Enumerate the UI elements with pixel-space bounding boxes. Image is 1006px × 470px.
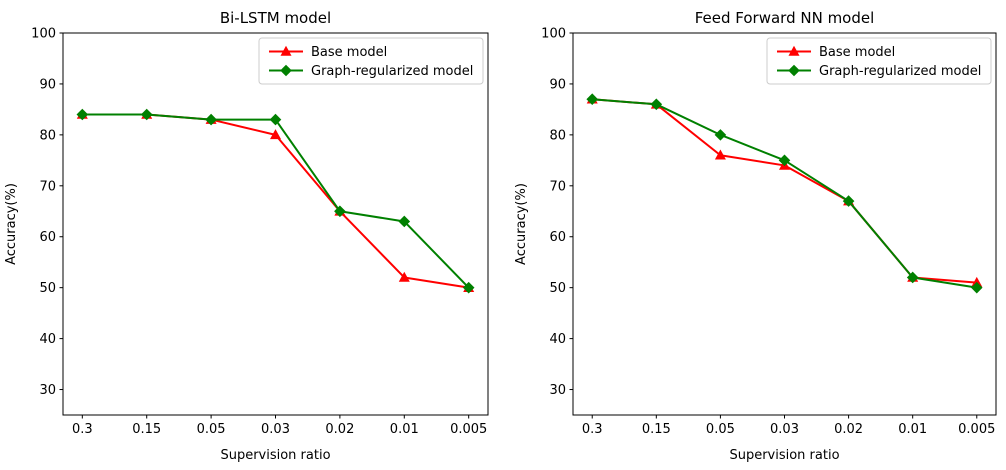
legend-label: Base model: [819, 45, 895, 60]
y-tick-label: 80: [549, 128, 566, 143]
y-tick-label: 30: [549, 383, 566, 398]
diamond-marker: [280, 64, 292, 77]
y-tick-label: 40: [39, 332, 56, 347]
y-tick-label: 70: [549, 179, 566, 194]
legend-frame: [258, 37, 484, 85]
series-line: [82, 113, 470, 289]
series-line: [592, 98, 977, 284]
x-tick-label: 0.05: [706, 422, 735, 437]
legend: Base model Graph-regularized model: [766, 37, 992, 85]
triangle-up-marker: [398, 271, 410, 282]
series-base-model: [76, 108, 475, 292]
legend: Base model Graph-regularized model: [258, 37, 484, 85]
triangle-up-marker: [714, 149, 726, 160]
diamond-marker: [788, 64, 800, 77]
y-tick-label: 60: [39, 230, 56, 245]
series-graph-regularized-model: [586, 93, 983, 294]
y-tick-label: 80: [39, 128, 56, 143]
y-tick-label: 50: [39, 281, 56, 296]
x-tick-label: 0.02: [834, 422, 863, 437]
y-axis-label: Accuracy(%): [4, 183, 19, 265]
x-tick-label: 0.01: [898, 422, 927, 437]
y-tick-label: 90: [39, 77, 56, 92]
diamond-marker: [334, 205, 346, 218]
diamond-marker: [586, 93, 599, 106]
series-line: [592, 98, 977, 289]
x-tick-label: 0.01: [390, 422, 419, 437]
y-tick-label: 30: [39, 383, 56, 398]
legend-label: Base model: [311, 45, 387, 60]
x-tick-label: 0.15: [132, 422, 161, 437]
diamond-marker: [842, 195, 855, 207]
series-line: [82, 113, 469, 289]
series-graph-regularized-model: [76, 108, 475, 294]
x-axis-label: Supervision ratio: [729, 448, 839, 463]
y-tick-label: 40: [549, 332, 566, 347]
diamond-marker: [906, 271, 919, 284]
series-base-model: [586, 93, 983, 287]
diamond-marker: [205, 113, 217, 126]
x-tick-label: 0.05: [197, 422, 226, 437]
subplot-1: 30 40 50 60 70 80 90 100 0.3 0.15 0.05 0.03 0.02 0.01…: [514, 9, 997, 463]
x-axis-label: Supervision ratio: [220, 448, 330, 463]
y-tick-label: 100: [31, 27, 56, 42]
subplot-0: 30 40 50 60 70 80 90 100 0.3 0.15 0.05 0.03 0.02 0.01…: [4, 9, 489, 463]
y-tick-label: 100: [541, 27, 566, 42]
x-tick-label: 0.03: [261, 422, 290, 437]
diamond-marker: [778, 154, 791, 167]
diamond-marker: [462, 281, 475, 294]
triangle-up-marker: [280, 45, 292, 56]
diamond-marker: [970, 281, 983, 294]
y-tick-label: 70: [39, 179, 56, 194]
legend-label: Graph-regularized model: [311, 64, 473, 79]
diamond-marker: [650, 98, 663, 111]
x-tick-label: 0.03: [770, 422, 799, 437]
diamond-marker: [714, 129, 727, 141]
x-tick-label: 0.15: [642, 422, 671, 437]
x-tick-label: 0.02: [325, 422, 354, 437]
diamond-marker: [76, 108, 89, 121]
diamond-marker: [140, 108, 153, 121]
triangle-up-marker: [788, 45, 800, 56]
x-tick-label: 0.3: [582, 422, 603, 437]
y-axis-label: Accuracy(%): [514, 183, 529, 265]
diamond-marker: [398, 215, 411, 228]
x-tick-label: 0.3: [72, 422, 93, 437]
y-tick-label: 50: [549, 281, 566, 296]
y-tick-label: 60: [549, 230, 566, 245]
plot-title: Bi-LSTM model: [220, 9, 331, 27]
plot-title: Feed Forward NN model: [695, 9, 875, 27]
axes-frame: [62, 32, 489, 416]
axes-frame: [572, 32, 997, 416]
triangle-up-marker: [270, 129, 281, 140]
legend-frame: [766, 37, 992, 85]
legend-label: Graph-regularized model: [819, 64, 981, 79]
x-tick-label: 0.005: [450, 422, 487, 437]
y-tick-label: 90: [549, 77, 566, 92]
diamond-marker: [269, 113, 282, 126]
x-tick-label: 0.005: [958, 422, 995, 437]
